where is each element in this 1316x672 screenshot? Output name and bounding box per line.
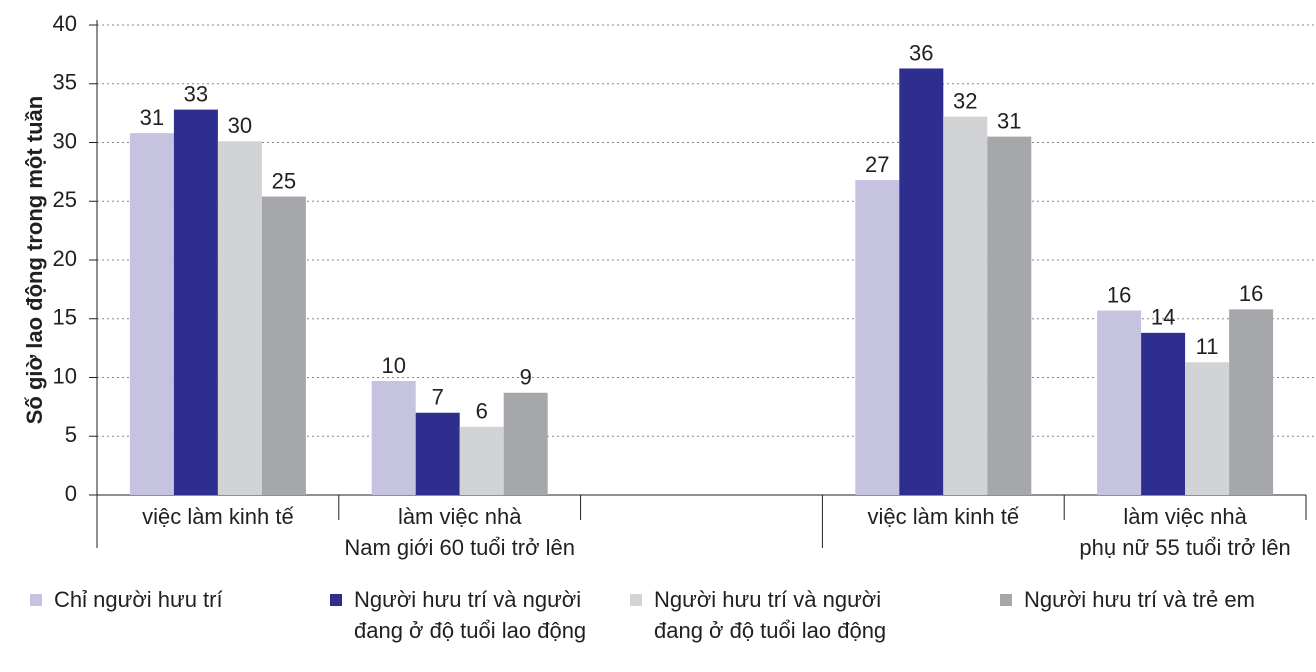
group-label: Nam giới 60 tuổi trở lên — [344, 535, 575, 560]
value-label: 7 — [432, 385, 444, 410]
bar — [129, 133, 174, 495]
y-tick-label: 25 — [53, 187, 77, 212]
y-tick-label: 30 — [53, 128, 77, 153]
bar — [943, 116, 988, 496]
y-tick-label: 20 — [53, 246, 77, 271]
x-tick-label: làm việc nhà — [398, 504, 522, 529]
bar — [173, 109, 218, 495]
value-label: 16 — [1239, 281, 1263, 306]
bar — [1185, 362, 1230, 495]
x-tick-label: việc làm kinh tế — [142, 504, 294, 529]
legend-swatch — [1000, 594, 1012, 606]
legend-item: Người hưu trí và trẻ em — [1000, 584, 1310, 615]
value-label: 25 — [272, 168, 296, 193]
bar — [1097, 310, 1142, 495]
y-tick-label: 40 — [53, 11, 77, 36]
y-tick-label: 5 — [65, 422, 77, 447]
legend-swatch — [330, 594, 342, 606]
value-label: 10 — [381, 353, 405, 378]
group-label: phụ nữ 55 tuổi trở lên — [1079, 535, 1290, 560]
value-label: 27 — [865, 152, 889, 177]
value-label: 6 — [476, 399, 488, 424]
legend-item: Người hưu trí và người đang ở độ tuổi la… — [630, 584, 910, 646]
legend-label: Chỉ người hưu trí — [54, 587, 223, 612]
bar — [261, 196, 306, 496]
legend-swatch — [30, 594, 42, 606]
bar — [855, 180, 900, 495]
y-axis-title: Số giờ lao động trong một tuần — [22, 96, 47, 425]
legend-label: Người hưu trí và người đang ở độ tuổi la… — [654, 587, 887, 643]
value-label: 11 — [1196, 334, 1219, 359]
value-label: 36 — [909, 40, 933, 65]
chart: Số giờ lao động trong một tuần 0 5 10 15 20 2… — [22, 11, 1316, 560]
y-tick-label: 10 — [53, 363, 77, 388]
y-tick-label: 15 — [53, 305, 77, 330]
bar — [1229, 309, 1274, 495]
bar — [415, 412, 460, 495]
legend-item: Chỉ người hưu trí — [30, 584, 310, 615]
legend: Chỉ người hưu trí Người hưu trí và người … — [0, 584, 1316, 672]
legend-swatch — [630, 594, 642, 606]
x-tick-label: việc làm kinh tế — [867, 504, 1019, 529]
bar — [459, 426, 504, 495]
bar — [217, 141, 262, 495]
value-label: 30 — [228, 113, 252, 138]
x-tick-label: làm việc nhà — [1123, 504, 1247, 529]
bar — [899, 68, 944, 495]
value-label: 14 — [1151, 305, 1175, 330]
y-tick-label: 0 — [65, 481, 77, 506]
value-label: 31 — [140, 105, 164, 130]
value-label: 33 — [184, 81, 208, 106]
legend-item: Người hưu trí và người đang ở độ tuổi la… — [330, 584, 610, 646]
bar — [987, 136, 1032, 495]
y-tick-label: 35 — [53, 70, 77, 95]
legend-label: Người hưu trí và người đang ở độ tuổi la… — [354, 587, 587, 643]
value-label: 16 — [1107, 282, 1131, 307]
legend-label: Người hưu trí và trẻ em — [1024, 587, 1255, 612]
bar — [371, 381, 416, 495]
bar — [1141, 332, 1186, 495]
value-label: 9 — [520, 365, 532, 390]
value-label: 32 — [953, 88, 977, 113]
bar — [503, 392, 548, 495]
value-label: 31 — [997, 108, 1021, 133]
